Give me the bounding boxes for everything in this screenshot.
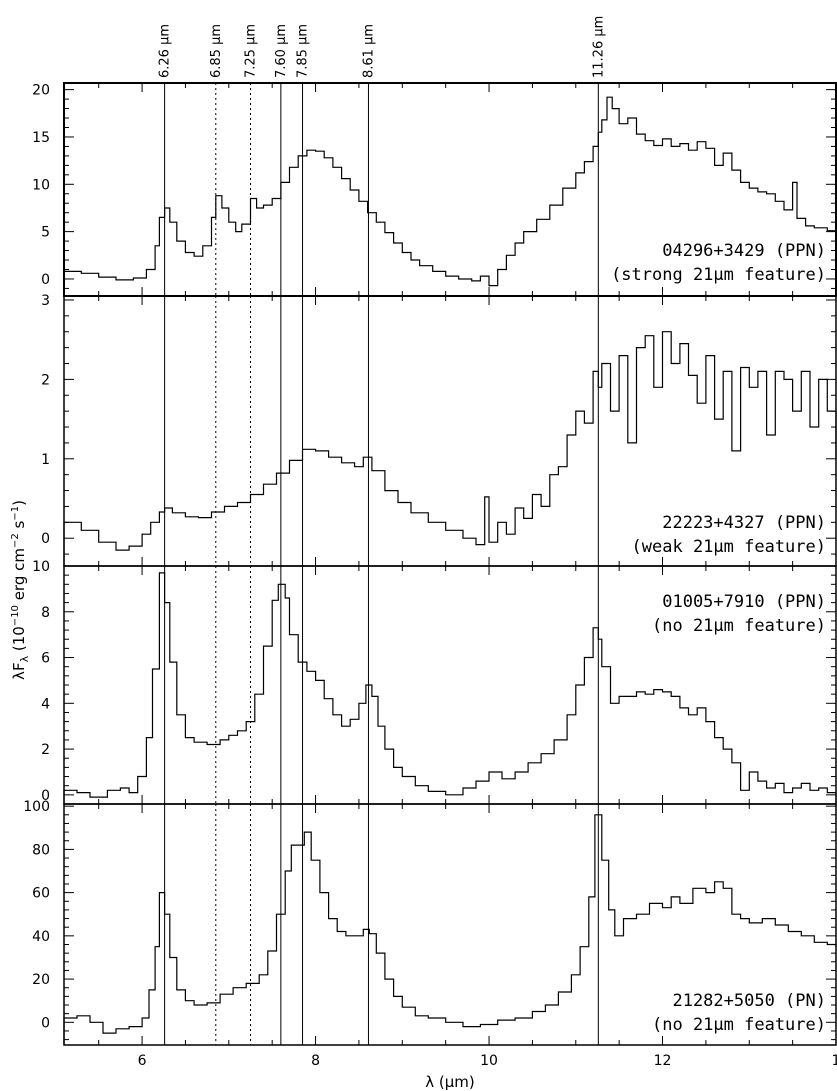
y-tick-label: 20 [32,83,50,99]
y-title-exp2: −2 [10,533,21,548]
y-title-units: (10 [10,626,28,656]
annotation-line: 21282+5050 (PN) [672,991,826,1011]
y-title-mid2: s [10,520,28,533]
feature-label: 7.85 μm [296,24,311,78]
annotation-line: (strong 21μm feature) [611,265,826,285]
y-tick-label: 40 [32,929,50,945]
y-title-exp1: −10 [10,605,21,626]
feature-label: 6.85 μm [209,24,224,78]
y-tick-label: 10 [32,559,50,575]
panel-4: 0 20 40 60 80 100 21282+5050 (PN) (no 21μm feat… [23,799,837,1046]
annotation-line: 04296+3429 (PPN) [662,241,826,261]
y-tick-label: 10 [32,177,50,193]
feature-label: 8.61 μm [362,24,377,78]
panel-2: 0 1 2 3 22223+4327 (PPN) (weak 21μm feature) [41,293,837,567]
feature-label: 6.26 μm [158,24,173,78]
annotation-line: 22223+4327 (PPN) [662,513,826,533]
top-labels: 6.26 μm 6.85 μm 7.25 μm 7.60 μm 7.85 μm 8.61 … [158,16,607,78]
y-tick-label: 0 [41,1015,50,1031]
spectrum-2 [63,331,837,566]
y-tick-label: 6 [41,651,50,667]
x-tick-label: 1 [832,1053,837,1069]
y-title-exp3: −1 [10,506,21,521]
panel-annotation: 21282+5050 (PN) (no 21μm feature) [652,991,826,1035]
annotation-line: (no 21μm feature) [652,616,826,636]
y-tick-label: 15 [32,130,50,146]
annotation-line: (weak 21μm feature) [632,537,826,557]
y-tick-label: 0 [41,531,50,547]
spectrum-1 [63,96,837,296]
x-axis-title: λ (μm) [425,1073,475,1091]
y-title-mid: erg cm [10,548,28,605]
panel-annotation: 22223+4327 (PPN) (weak 21μm feature) [632,513,826,557]
y-tick-label: 3 [41,293,50,309]
y-title-main: λF [10,662,28,680]
x-tick-label: 8 [311,1053,320,1069]
y-tick-label: 4 [41,696,50,712]
panel-1: 0 5 10 15 20 04296+3429 (PPN) (strong 21μm fea… [32,82,837,297]
feature-label: 7.60 μm [274,24,289,78]
x-tick-label: 10 [480,1053,498,1069]
y-title-close: ) [10,500,28,506]
spectrum-4 [63,814,837,1045]
spectrum-3 [63,572,837,807]
y-tick-label: 2 [41,742,50,758]
y-tick-label: 1 [41,452,50,468]
panel-frame [63,803,837,1046]
y-tick-label: 100 [23,799,50,815]
y-tick-label: 20 [32,972,50,988]
y-tick-label: 8 [41,605,50,621]
y-tick-label: 0 [41,788,50,804]
x-tick-label: 12 [654,1053,672,1069]
panel-annotation: 04296+3429 (PPN) (strong 21μm feature) [611,241,826,285]
y-tick-label: 0 [41,272,50,288]
y-axis-title-text: λFλ (10−10 erg cm−2 s−1) [10,500,31,680]
x-tick-label: 6 [138,1053,147,1069]
y-tick-label: 60 [32,886,50,902]
annotation-line: (no 21μm feature) [652,1015,826,1035]
y-axis-title: λFλ (10−10 erg cm−2 s−1) [10,500,31,680]
annotation-line: 01005+7910 (PPN) [662,592,826,612]
x-tick-labels: 6 8 10 12 1 [138,1053,837,1069]
panel-annotation: 01005+7910 (PPN) (no 21μm feature) [652,592,826,636]
feature-label: 11.26 μm [591,16,606,78]
y-title-sub: λ [18,655,31,662]
feature-label: 7.25 μm [244,24,259,78]
y-tick-label: 2 [41,372,50,388]
y-tick-label: 5 [41,225,50,241]
panel-3: 0 2 4 6 8 10 01005+7910 (PPN) (no 21μm feature) [32,559,837,807]
y-tick-label: 80 [32,842,50,858]
